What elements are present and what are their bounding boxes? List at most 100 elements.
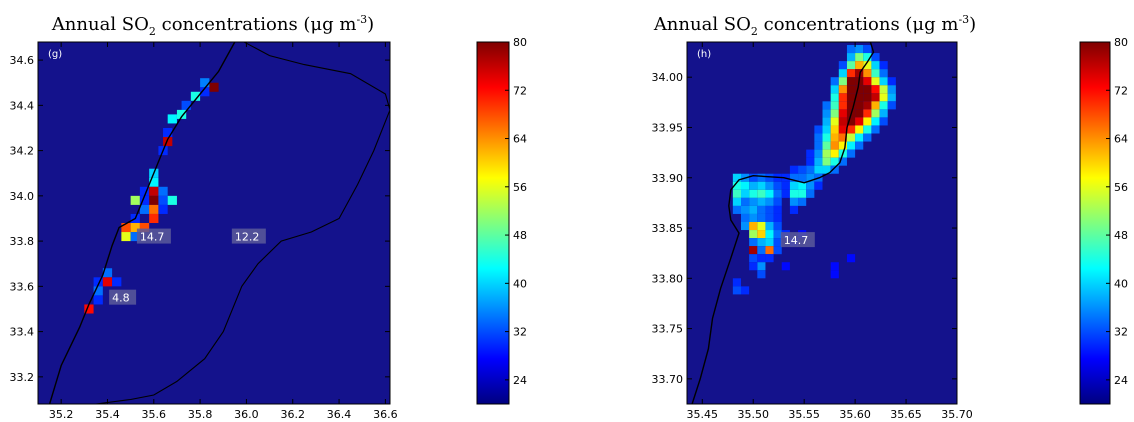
heatmap-cell xyxy=(814,149,823,158)
heatmap-cell xyxy=(887,77,896,86)
heatmap-cell xyxy=(102,277,113,287)
annotation-label: 14.7 xyxy=(784,234,809,247)
heatmap-cell xyxy=(871,77,880,86)
heatmap-cell xyxy=(855,61,864,70)
heatmap-cell xyxy=(732,197,741,206)
heatmap-cell xyxy=(741,213,750,222)
heatmap-cell xyxy=(765,173,774,182)
panel-g-title: Annual SO2 concentrations (μg m-3) xyxy=(51,13,374,38)
heatmap-cell xyxy=(863,133,872,142)
x-tick-label: 35.65 xyxy=(890,408,922,421)
x-tick-label: 35.45 xyxy=(687,408,719,421)
heatmap-cell xyxy=(757,189,766,198)
colorbar-tick-label: 24 xyxy=(1114,374,1128,387)
heatmap-cell xyxy=(855,141,864,150)
heatmap-cell xyxy=(121,223,131,233)
y-tick-label: 33.95 xyxy=(652,121,684,134)
heatmap-cell xyxy=(879,117,888,126)
heatmap-cell xyxy=(838,61,847,70)
heatmap-cell xyxy=(846,149,856,158)
heatmap-cell xyxy=(871,53,880,62)
heatmap-cell xyxy=(871,69,880,78)
x-tick-label: 35.60 xyxy=(839,408,871,421)
heatmap-cells xyxy=(732,45,896,295)
heatmap-cell xyxy=(781,189,790,198)
heatmap-cell xyxy=(846,93,856,102)
heatmap-cell xyxy=(163,127,173,138)
heatmap-cell xyxy=(789,197,799,206)
heatmap-cell xyxy=(855,45,864,54)
heatmap-cell xyxy=(846,101,856,110)
heatmap-cell xyxy=(830,125,839,134)
x-tick-label: 36.2 xyxy=(280,408,305,421)
heatmap-cell xyxy=(879,101,888,110)
colorbar-tick-label: 80 xyxy=(1114,36,1128,49)
heatmap-cell xyxy=(765,197,774,206)
heatmap-cell xyxy=(149,177,159,187)
heatmap-cell xyxy=(814,133,823,142)
x-tick-label: 35.2 xyxy=(49,408,74,421)
heatmap-cell xyxy=(846,117,856,126)
annotation-label: 14.7 xyxy=(140,231,165,244)
y-tick-label: 33.75 xyxy=(652,323,684,336)
heatmap-cell xyxy=(814,181,823,190)
panel-label: (g) xyxy=(48,49,62,60)
heatmap-cell xyxy=(830,149,839,158)
heatmap-cell xyxy=(158,195,168,205)
heatmap-cell xyxy=(130,223,140,233)
panel-label: (h) xyxy=(697,49,711,60)
heatmap-cell xyxy=(879,77,888,86)
heatmap-cell xyxy=(732,286,741,295)
heatmap-cell xyxy=(830,93,839,102)
heatmap-cell xyxy=(855,133,864,142)
heatmap-cell xyxy=(757,254,766,263)
heatmap-cell xyxy=(846,77,856,86)
heatmap-cell xyxy=(749,189,758,198)
heatmap-cell xyxy=(789,205,799,214)
heatmap-cell xyxy=(732,181,741,190)
plot-frame xyxy=(686,41,958,405)
heatmap-cell xyxy=(846,53,856,62)
heatmap-cell xyxy=(765,246,774,255)
heatmap-cell xyxy=(773,221,782,231)
heatmap-cell xyxy=(879,93,888,102)
heatmap-cell xyxy=(773,230,782,239)
heatmap-cell xyxy=(741,205,750,214)
heatmap-cell xyxy=(830,101,839,110)
heatmap-cell xyxy=(863,61,872,70)
heatmap-cell xyxy=(749,205,758,214)
heatmap-cell xyxy=(846,85,856,94)
x-tick-label: 36.4 xyxy=(327,408,352,421)
annotation-box xyxy=(231,228,266,244)
heatmap-cell xyxy=(149,204,159,214)
colorbar-tick-label: 40 xyxy=(513,277,527,290)
heatmap-cell xyxy=(838,125,847,134)
heatmap-cell xyxy=(846,141,856,150)
heatmap-cell xyxy=(121,232,131,242)
heatmap-cell xyxy=(765,189,774,198)
heatmap-cell xyxy=(830,165,839,174)
heatmap-cell xyxy=(846,125,856,134)
heatmap-cell xyxy=(781,181,790,190)
heatmap-cell xyxy=(871,109,880,118)
heatmap-cell xyxy=(765,213,774,222)
y-tick-label: 33.4 xyxy=(10,326,35,339)
heatmap-cell xyxy=(830,85,839,94)
colorbar xyxy=(1079,41,1111,405)
heatmap-cell xyxy=(84,304,94,314)
heatmap-cell xyxy=(879,69,888,78)
x-tick-label: 35.4 xyxy=(95,408,120,421)
heatmap-cell xyxy=(139,186,150,196)
heatmap-cell xyxy=(855,93,864,102)
heatmap-cell xyxy=(863,85,872,94)
heatmap-cell xyxy=(757,173,766,182)
coastline xyxy=(48,42,236,404)
coastline xyxy=(691,42,875,404)
heatmap-cell xyxy=(200,87,210,97)
heatmap-cell xyxy=(741,189,750,198)
colorbar-tick-label: 40 xyxy=(1114,277,1128,290)
heatmap-cell xyxy=(830,262,839,271)
heatmap-cell xyxy=(863,109,872,118)
heatmap-cell xyxy=(798,173,807,182)
